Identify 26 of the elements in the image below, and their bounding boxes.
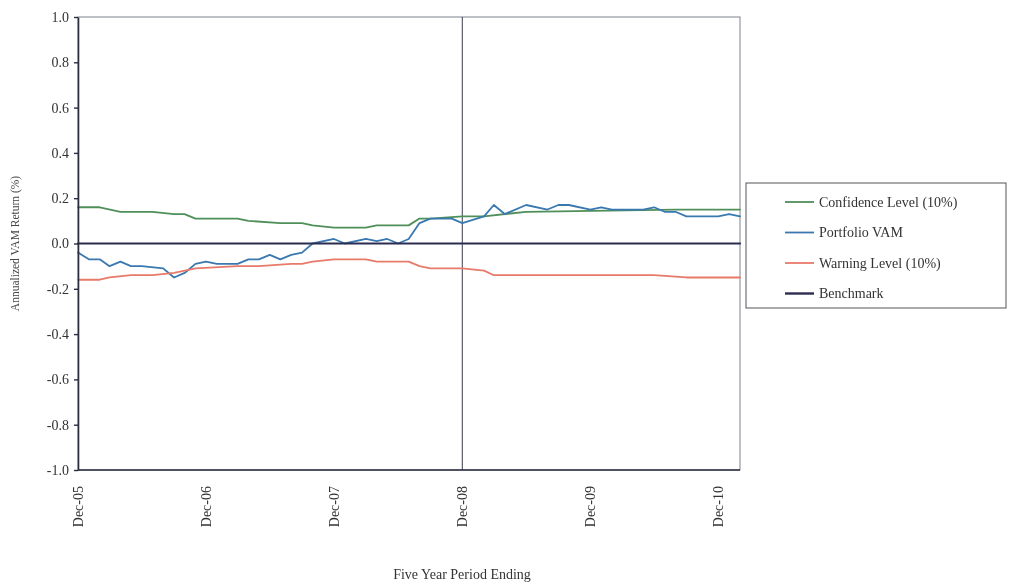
legend-label: Benchmark xyxy=(819,286,884,302)
y-tick-label: -0.4 xyxy=(46,327,69,343)
y-tick-label: 0.4 xyxy=(51,145,69,161)
x-axis-title: Five Year Period Ending xyxy=(393,567,531,582)
line-series xyxy=(77,258,741,281)
legend-label: Confidence Level (10%) xyxy=(819,194,958,211)
x-tick-label: Dec-10 xyxy=(711,486,727,528)
x-tick-label: Dec-09 xyxy=(583,486,599,528)
y-tick-label: 1.0 xyxy=(51,9,69,25)
y-tick-label: -0.2 xyxy=(46,281,69,297)
y-tick-label: 0.6 xyxy=(51,100,69,116)
y-tick-label: 0.0 xyxy=(51,236,69,252)
y-tick-label: -0.6 xyxy=(46,372,69,388)
y-tick-label: -1.0 xyxy=(46,462,69,478)
legend-label: Portfolio VAM xyxy=(819,225,904,241)
y-axis-title: Annualized VAM Return (%) xyxy=(9,175,22,312)
x-tick-label: Dec-08 xyxy=(455,486,471,528)
legend-label: Warning Level (10%) xyxy=(819,255,942,272)
y-tick-label: 0.2 xyxy=(51,191,69,207)
y-tick-label: 0.8 xyxy=(51,55,69,71)
y-tick-label: -0.8 xyxy=(46,417,69,433)
x-tick-label: Dec-06 xyxy=(198,486,214,528)
x-tick-label: Dec-05 xyxy=(70,486,86,528)
line-series xyxy=(77,204,741,279)
line-series xyxy=(77,206,741,229)
x-tick-label: Dec-07 xyxy=(326,486,342,528)
